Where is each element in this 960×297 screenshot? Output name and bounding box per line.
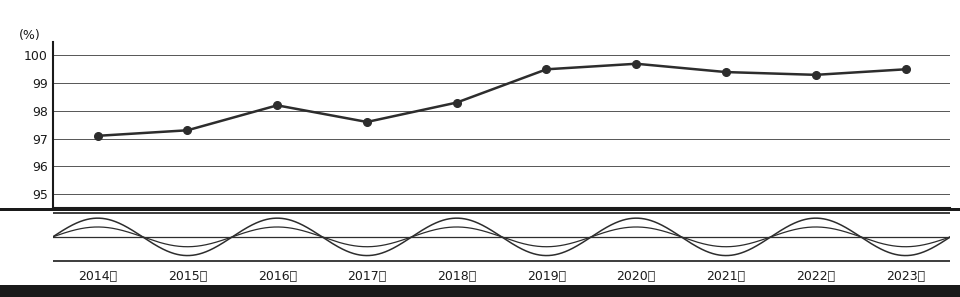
Text: 97.6%: 97.6% <box>342 0 393 3</box>
Text: 97.3%: 97.3% <box>162 0 213 3</box>
Text: 2019年: 2019年 <box>527 270 566 283</box>
Text: 2016年: 2016年 <box>257 270 297 283</box>
Text: 99.5%: 99.5% <box>521 0 572 3</box>
Text: 2022年: 2022年 <box>796 270 835 283</box>
Text: 99.5%: 99.5% <box>880 0 931 3</box>
Text: 98.2%: 98.2% <box>252 0 302 3</box>
Text: 2018年: 2018年 <box>437 270 476 283</box>
Text: 98.3%: 98.3% <box>431 0 482 3</box>
Text: 99.3%: 99.3% <box>790 0 841 3</box>
Text: 2021年: 2021年 <box>707 270 746 283</box>
Text: 99.4%: 99.4% <box>701 0 752 3</box>
Text: 2014年: 2014年 <box>78 270 117 283</box>
Text: (%): (%) <box>18 29 40 42</box>
Text: 2015年: 2015年 <box>168 270 207 283</box>
Text: 97.1%: 97.1% <box>72 0 123 3</box>
Text: 2020年: 2020年 <box>616 270 656 283</box>
Text: 2023年: 2023年 <box>886 270 925 283</box>
Text: 99.7%: 99.7% <box>611 0 661 3</box>
Text: 2017年: 2017年 <box>348 270 387 283</box>
